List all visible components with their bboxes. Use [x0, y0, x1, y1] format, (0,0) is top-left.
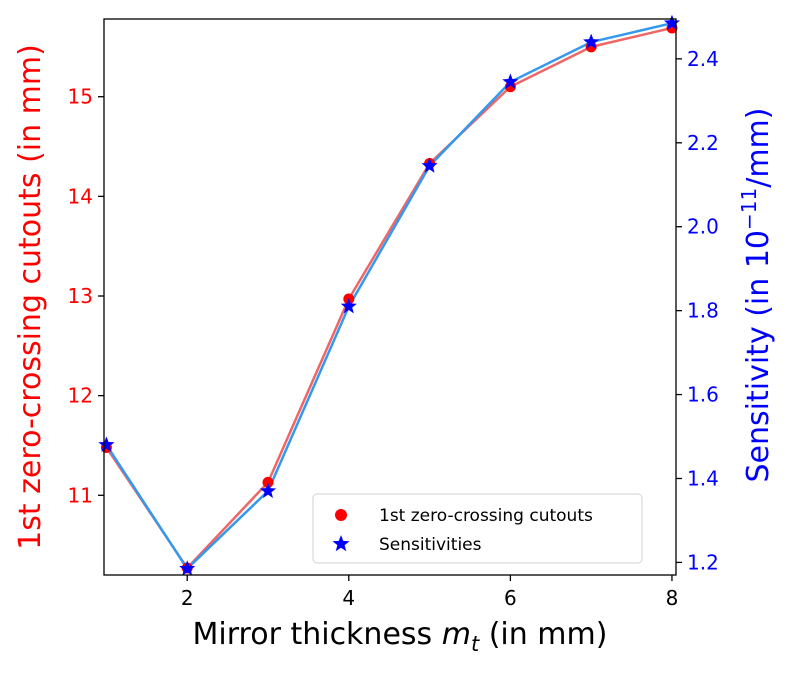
left-y-tick-label: 13	[68, 284, 93, 308]
legend-sensitivity-marker	[332, 535, 350, 552]
sensitivity-data-point	[583, 33, 600, 49]
legend-sensitivity-label: Sensitivities	[379, 535, 482, 555]
sensitivity-data-point	[179, 560, 196, 576]
sensitivity-data-point	[259, 482, 277, 498]
left-y-tick-label: 15	[68, 85, 93, 109]
x-tick-label: 8	[666, 586, 679, 610]
sensitivity-data-point	[98, 436, 115, 452]
cutouts-data-point	[262, 476, 274, 488]
right-y-tick-label: 2.2	[687, 131, 719, 155]
x-tick-label: 4	[342, 586, 355, 610]
right-y-tick-label: 1.4	[687, 466, 719, 490]
x-axis-title: Mirror thickness mt (in mm)	[193, 617, 608, 656]
left-y-tick-label: 11	[68, 483, 93, 507]
right-y-tick-label: 1.2	[687, 550, 719, 574]
right-y-tick-label: 1.6	[687, 383, 719, 407]
legend-cutouts-label: 1st zero-crossing cutouts	[379, 506, 593, 526]
right-y-tick-label: 2.4	[687, 47, 719, 71]
sensitivity-data-point	[340, 297, 357, 314]
plot-area	[98, 14, 681, 576]
left-y-axis-title: 1st zero-crossing cutouts (in mm)	[13, 44, 48, 550]
plot-frame	[103, 18, 677, 576]
right-y-axis-title: Sensitivity (in 10−11/mm)	[737, 108, 776, 483]
legend-box	[312, 493, 643, 564]
right-y-tick-label: 1.8	[687, 299, 719, 323]
x-tick-label: 2	[181, 586, 194, 610]
legend: 1st zero-crossing cutouts Sensitivities	[312, 493, 643, 564]
cutouts-series-line	[105, 26, 673, 570]
right-y-tick-label: 2.0	[687, 215, 719, 239]
left-y-tick-label: 12	[68, 384, 93, 408]
sensitivity-series-line	[105, 21, 673, 570]
sensitivity-data-point	[502, 73, 519, 89]
axes: 2 4 6 8 11 12 13 14 15 1.2 1.4 1.6 1.8 2.0 2.2 2.4 Mirro…	[13, 18, 776, 656]
sensitivity-data-point	[421, 157, 438, 173]
left-y-tick-label: 14	[68, 184, 93, 208]
x-tick-label: 6	[504, 586, 517, 610]
legend-cutouts-marker	[335, 509, 347, 521]
sensitivity-data-point	[663, 14, 681, 31]
